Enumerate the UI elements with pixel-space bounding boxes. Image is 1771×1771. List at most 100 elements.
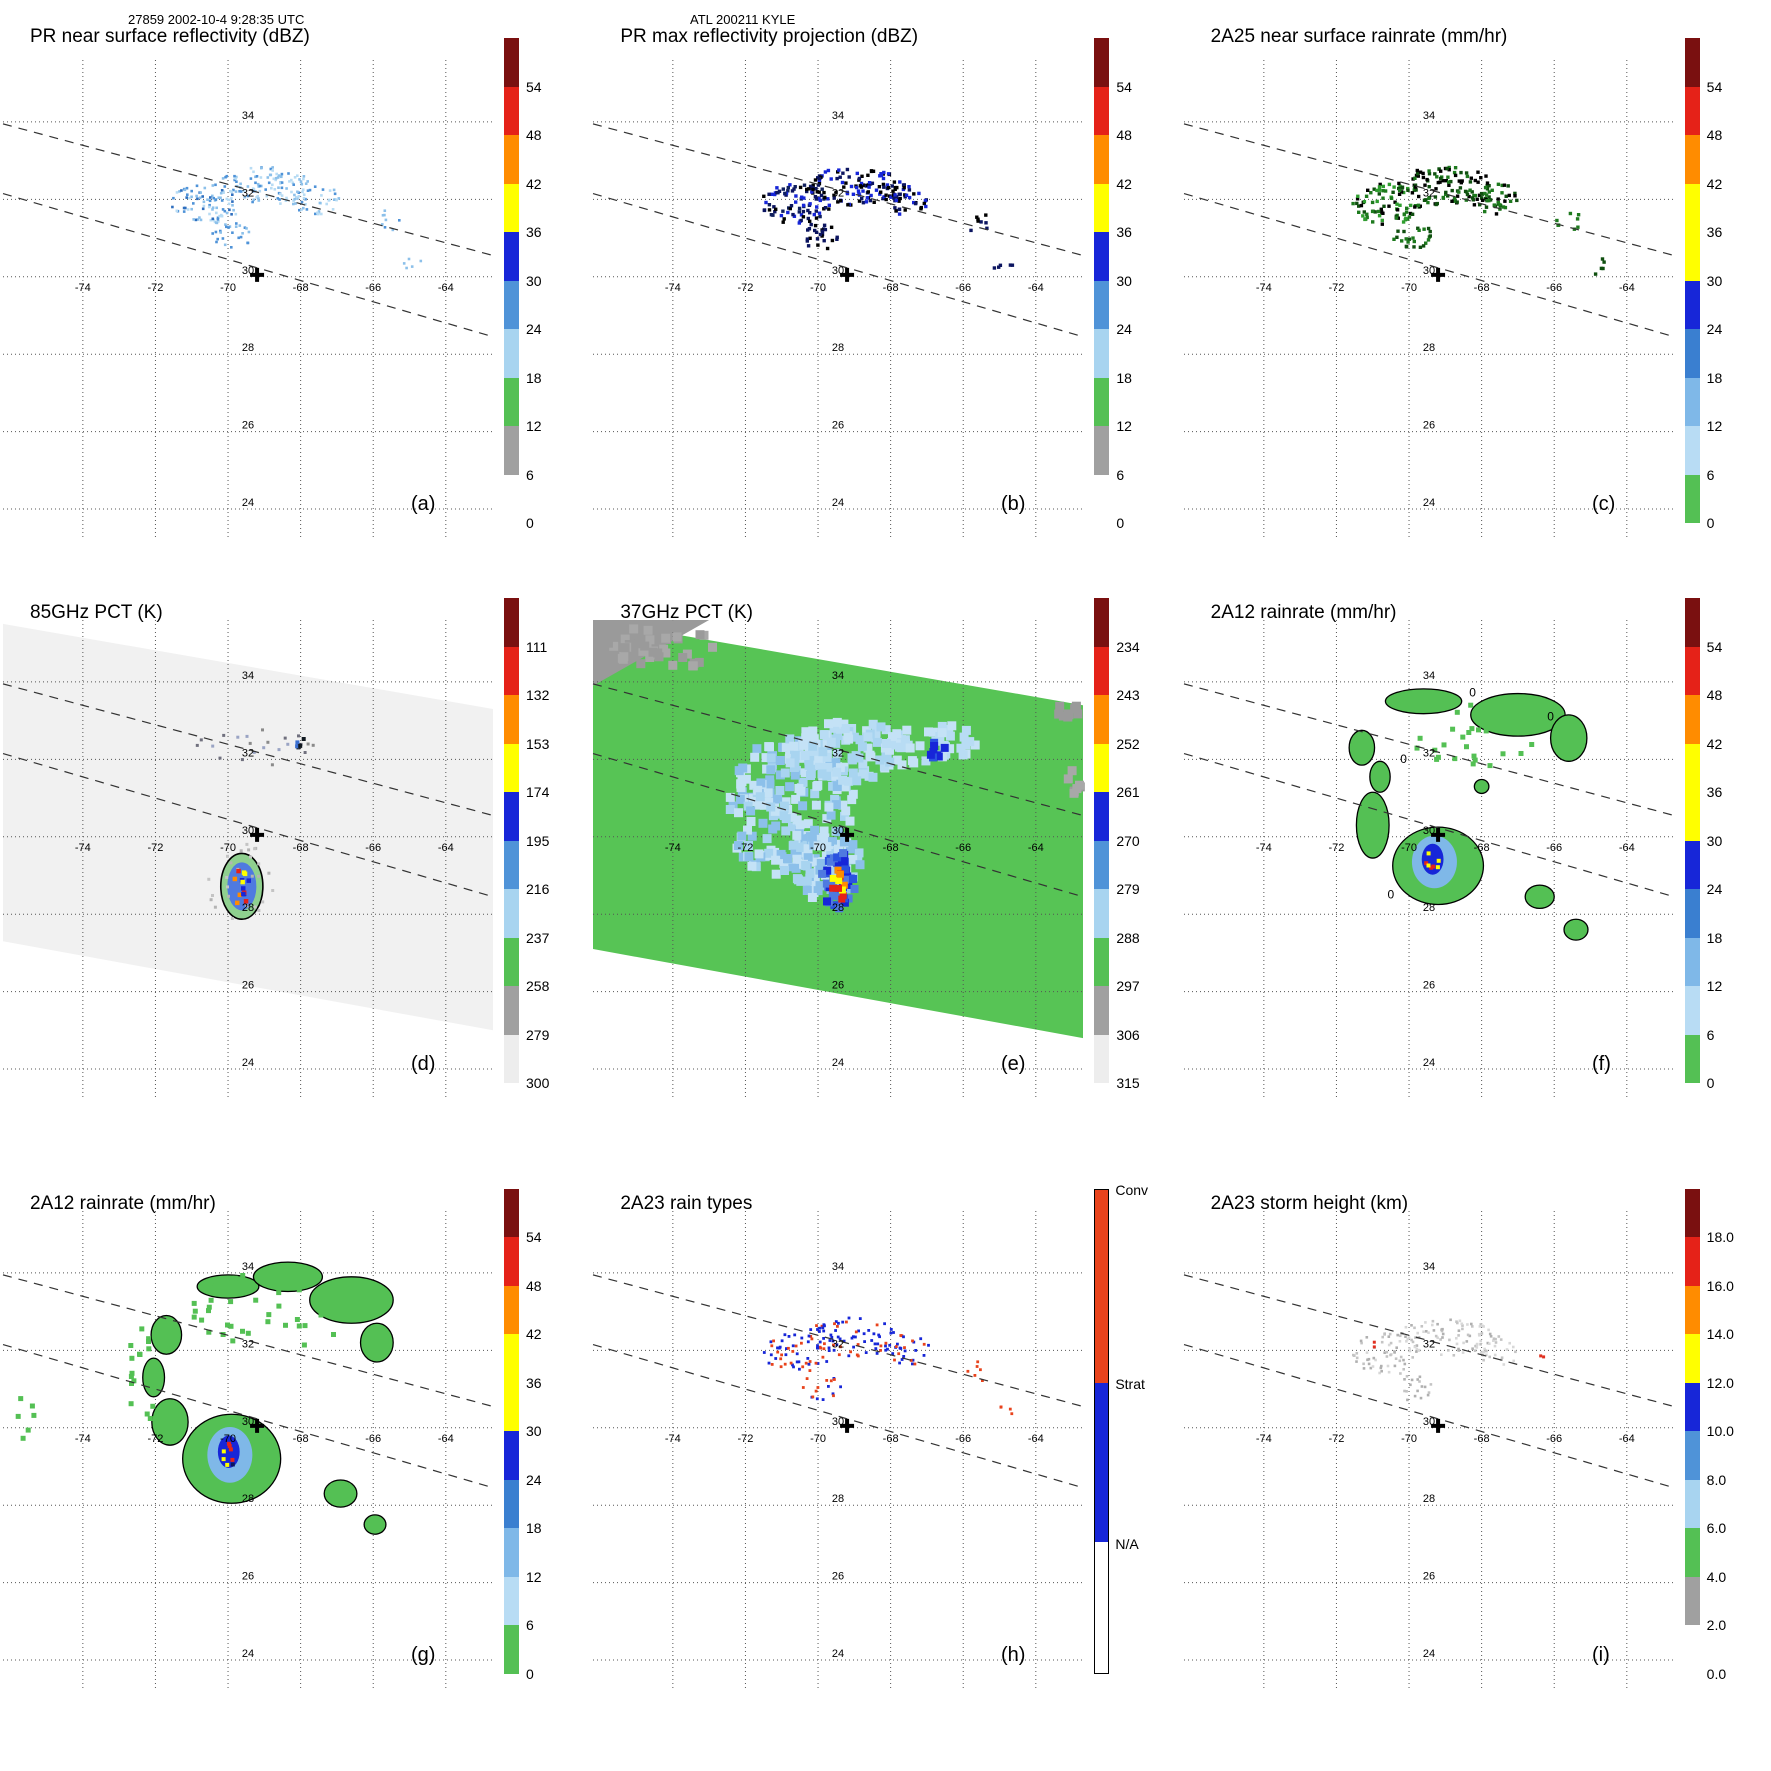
data-pixel — [756, 778, 766, 788]
data-pixel — [290, 178, 293, 182]
lon-tick-label: -70 — [1401, 1432, 1417, 1444]
colorbar-segment — [1094, 426, 1110, 475]
colorbar-segment — [504, 377, 519, 426]
data-pixel — [175, 191, 179, 194]
data-pixel — [1403, 216, 1408, 221]
colorbar-segment — [1684, 1479, 1700, 1529]
data-pixel — [865, 1350, 868, 1354]
data-pixel — [860, 181, 864, 186]
data-pixel — [1351, 201, 1355, 206]
data-pixel — [866, 173, 870, 177]
data-pixel — [1401, 220, 1405, 224]
data-pixel — [199, 738, 203, 742]
data-pixel — [958, 750, 968, 760]
data-pixel — [878, 1334, 882, 1338]
data-pixel — [857, 1342, 860, 1346]
lon-tick-label: -64 — [438, 842, 454, 854]
data-pixel — [273, 188, 277, 191]
data-pixel — [927, 1343, 931, 1347]
data-pixel — [824, 719, 834, 729]
data-pixel — [782, 743, 792, 753]
colorbar-tick-label: 12 — [1706, 978, 1723, 995]
lat-tick-label: 26 — [242, 980, 254, 992]
data-pixel — [246, 194, 250, 198]
data-pixel — [805, 187, 809, 192]
data-pixel — [906, 743, 916, 753]
data-pixel — [797, 221, 802, 225]
data-pixel — [788, 183, 792, 187]
data-pixel — [835, 1342, 839, 1346]
lat-tick-label: 34 — [832, 110, 844, 122]
colorbar-segment — [1094, 792, 1110, 841]
data-pixel — [1377, 1371, 1381, 1374]
data-pixel — [1426, 238, 1430, 242]
data-pixel — [1457, 1348, 1460, 1352]
data-pixel — [1370, 209, 1374, 214]
data-pixel — [976, 1360, 980, 1363]
data-pixel — [1365, 215, 1369, 220]
data-pixel — [257, 862, 261, 866]
data-pixel — [297, 191, 301, 194]
data-pixel — [219, 191, 223, 195]
data-pixel — [1436, 859, 1441, 864]
data-pixel — [861, 189, 866, 193]
colorbar-segment — [1684, 1576, 1700, 1626]
data-pixel — [239, 235, 243, 239]
data-pixel — [850, 733, 860, 743]
data-pixel — [1383, 1351, 1386, 1354]
data-pixel — [1425, 200, 1430, 205]
data-pixel — [1514, 198, 1519, 203]
data-pixel — [1432, 1328, 1435, 1332]
lon-tick-label: -68 — [293, 282, 309, 294]
data-pixel — [841, 882, 849, 890]
data-pixel — [220, 189, 224, 192]
data-pixel — [146, 1345, 152, 1351]
data-pixel — [1446, 180, 1451, 184]
data-pixel — [1410, 236, 1415, 240]
data-pixel — [1436, 180, 1440, 185]
data-pixel — [898, 1361, 902, 1365]
colorbar-tick-label: 252 — [1116, 735, 1140, 752]
data-pixel — [806, 208, 810, 213]
data-pixel — [1377, 188, 1381, 192]
data-pixel — [231, 231, 234, 234]
colorbar-tick-label: 30 — [1706, 832, 1723, 849]
lat-tick-label: 32 — [242, 748, 254, 760]
data-pixel — [668, 661, 678, 671]
data-pixel — [841, 865, 850, 874]
data-pixel — [261, 728, 264, 732]
swath-edge-line — [1183, 123, 1674, 257]
data-pixel — [276, 176, 280, 179]
data-pixel — [240, 1272, 246, 1278]
colorbar-tick-label: 36 — [526, 224, 542, 240]
data-pixel — [1379, 210, 1384, 214]
data-pixel — [279, 192, 282, 196]
data-pixel — [1593, 272, 1597, 276]
data-pixel — [1484, 205, 1488, 209]
data-pixel — [771, 1362, 774, 1366]
data-pixel — [737, 831, 747, 841]
data-pixel — [807, 1362, 811, 1366]
data-pixel — [829, 1333, 833, 1337]
data-pixel — [182, 210, 186, 213]
data-pixel — [879, 1348, 883, 1352]
data-pixel — [1411, 1355, 1414, 1359]
data-pixel — [294, 202, 297, 205]
data-pixel — [882, 195, 887, 199]
data-pixel — [809, 1359, 812, 1363]
data-pixel — [207, 205, 211, 209]
data-pixel — [1385, 1354, 1388, 1358]
data-pixel — [847, 1316, 851, 1320]
data-pixel — [1518, 751, 1524, 757]
data-pixel — [1479, 1351, 1483, 1354]
data-pixel — [1500, 1356, 1504, 1359]
data-pixel — [274, 178, 277, 182]
data-pixel — [1416, 1377, 1419, 1381]
data-pixel — [1411, 245, 1416, 249]
data-pixel — [302, 177, 305, 181]
colorbar-tick-label: 48 — [526, 127, 542, 143]
panel-g: 2A12 rainrate (mm/hr) -74 -72 -70 -68 -66 -64 3… — [0, 1181, 590, 1771]
colorbar-segment — [1094, 474, 1110, 523]
data-pixel — [801, 727, 811, 737]
data-pixel — [248, 742, 252, 746]
